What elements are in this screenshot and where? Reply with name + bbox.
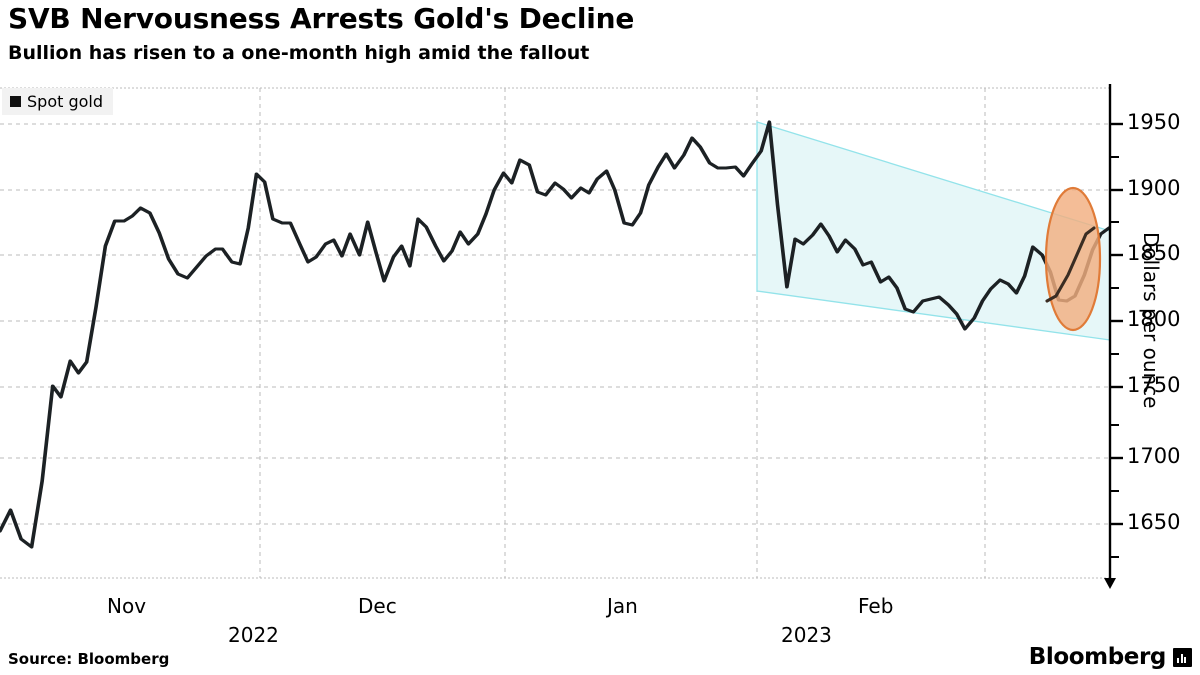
bloomberg-bar-mark-icon	[1173, 648, 1192, 667]
gridlines-horizontal	[0, 87, 1110, 579]
legend-label-spot-gold: Spot gold	[27, 91, 104, 111]
y-tick-1950: 1950	[1127, 110, 1181, 134]
chart-subtitle: Bullion has risen to a one-month high am…	[8, 42, 590, 64]
series-spot-gold	[0, 120, 1110, 549]
y-tick-1700: 1700	[1127, 444, 1181, 468]
brand-name: Bloomberg	[1028, 644, 1167, 670]
chart-legend: Spot gold	[2, 88, 114, 115]
y-axis-title: Dollars per ounce	[1139, 232, 1163, 409]
y-tick-1750: 1750	[1127, 373, 1181, 397]
page-title: SVB Nervousness Arrests Gold's Decline	[8, 2, 635, 35]
axis-right	[1104, 84, 1123, 589]
y-tick-1850: 1850	[1127, 241, 1181, 265]
source-note: Source: Bloomberg	[8, 650, 170, 668]
legend-swatch-spot-gold	[10, 96, 21, 107]
series-spot-gold-overlay	[1045, 226, 1096, 303]
bloomberg-brand: Bloomberg	[1029, 646, 1192, 669]
x-year-2022: 2022	[228, 623, 279, 647]
x-tick-nov: Nov	[107, 594, 147, 618]
x-tick-dec: Dec	[358, 594, 397, 618]
y-tick-1900: 1900	[1127, 176, 1181, 200]
x-tick-feb: Feb	[858, 594, 894, 618]
annotation-highlight-ellipse	[1044, 186, 1102, 332]
y-tick-1650: 1650	[1127, 510, 1181, 534]
x-year-2023: 2023	[781, 623, 832, 647]
x-tick-jan: Jan	[607, 594, 638, 618]
y-tick-1800: 1800	[1127, 307, 1181, 331]
